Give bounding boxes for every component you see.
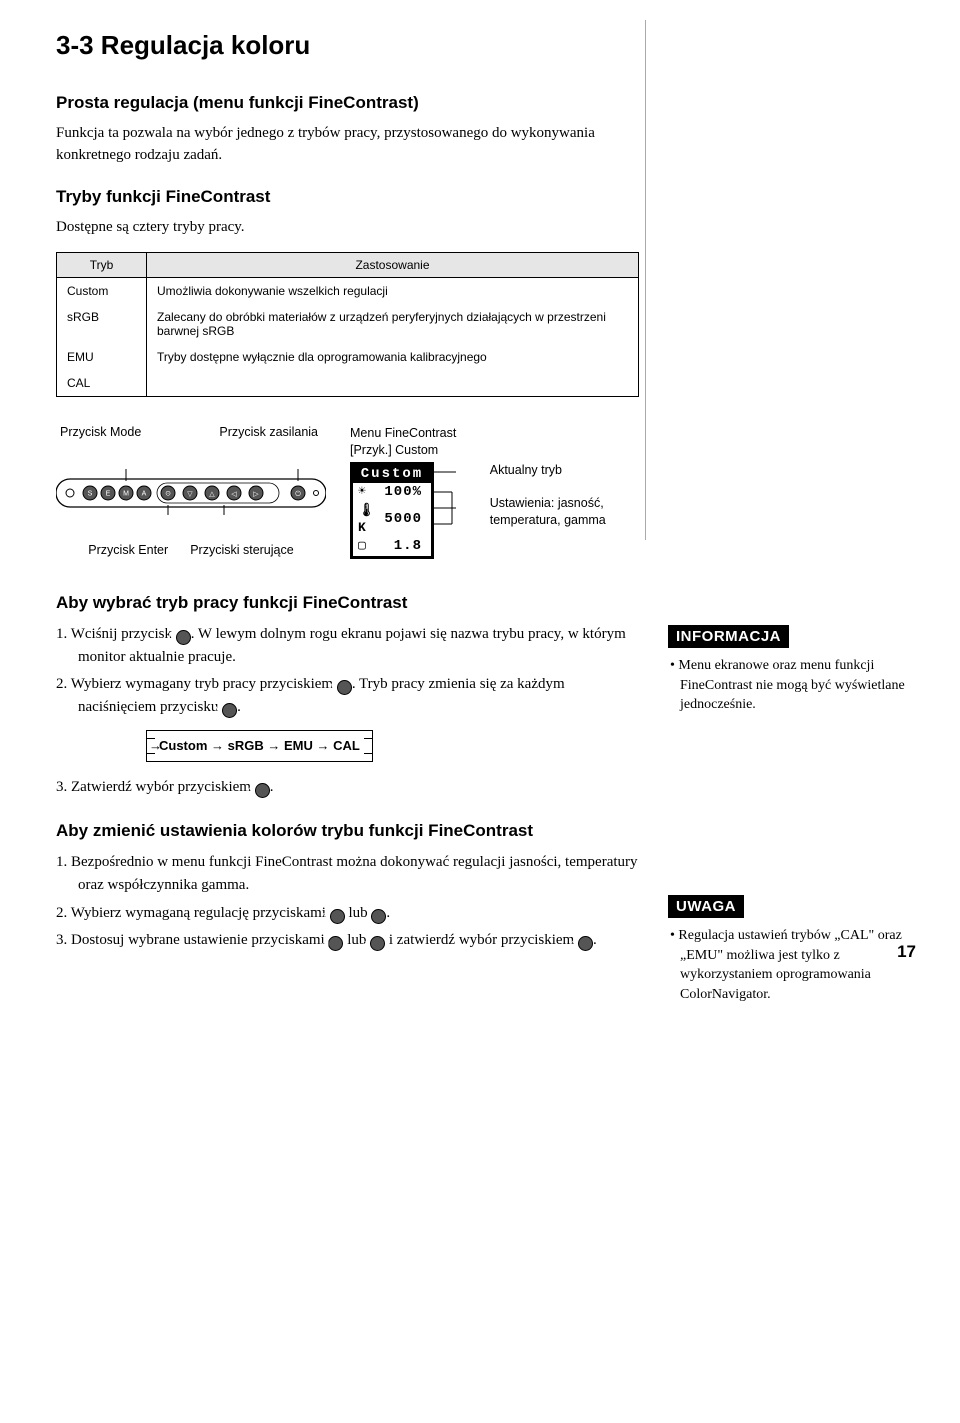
intro-para: Funkcja ta pozwala na wybór jednego z tr…: [56, 123, 639, 167]
temp-icon: 🌡K: [358, 502, 380, 537]
modes-table: Tryb Zastosowanie Custom Umożliwia dokon…: [56, 252, 639, 397]
mode-button-icon: M: [337, 680, 352, 695]
svg-text:▽: ▽: [187, 491, 193, 498]
subheading-2: Tryby funkcji FineContrast: [56, 187, 639, 207]
steps-change-colors: 1. Bezpośrednio w menu funkcji FineContr…: [56, 851, 639, 952]
leader-lines-icon: [434, 462, 456, 540]
menu-title-2: [Przyk.] Custom: [350, 443, 438, 457]
enter-button-icon: ⊙: [578, 936, 593, 951]
svg-text:E: E: [106, 491, 111, 498]
th-mode: Tryb: [57, 253, 147, 278]
osd-preview: Custom ☀ 100% 🌡K 5000 ▢ 1.8: [350, 462, 434, 559]
osd-row: 🌡K 5000: [353, 502, 431, 537]
label-ctrl-btns: Przyciski sterujące: [190, 543, 294, 557]
page-number: 17: [897, 942, 916, 962]
svg-text:▷: ▷: [253, 491, 259, 498]
intro2-para: Dostępne są cztery tryby pracy.: [56, 217, 639, 239]
legend-settings: Ustawienia: jasność, temperatura, gamma: [490, 495, 639, 529]
info-head: INFORMACJA: [668, 625, 789, 648]
page-heading: 3-3 Regulacja koloru: [56, 30, 639, 61]
control-diagram: Przycisk Mode Przycisk zasilania S E M A: [56, 425, 639, 558]
table-row: Custom Umożliwia dokonywanie wszelkich r…: [57, 278, 639, 305]
label-mode-btn: Przycisk Mode: [60, 425, 141, 439]
mode-button-icon: M: [176, 630, 191, 645]
osd-row: ▢ 1.8: [353, 537, 431, 556]
info-box: INFORMACJA Menu ekranowe oraz menu funkc…: [668, 625, 928, 715]
column-divider: [645, 20, 646, 540]
svg-text:A: A: [142, 491, 147, 498]
enter-button-icon: ⊙: [255, 783, 270, 798]
section-change-colors: Aby zmienić ustawienia kolorów trybu fun…: [56, 821, 639, 841]
svg-text:⏻: ⏻: [295, 490, 301, 498]
th-use: Zastosowanie: [147, 253, 639, 278]
button-panel-icon: S E M A ⊙ ▽ △ ◁ ▷ ⏻: [56, 469, 326, 515]
osd-mode-name: Custom: [353, 465, 431, 483]
note-box: UWAGA Regulacja ustawień trybów „CAL" or…: [668, 895, 928, 1004]
table-row: EMU Tryby dostępne wyłącznie dla oprogra…: [57, 344, 639, 370]
down-button-icon: ▽: [330, 909, 345, 924]
subheading-1: Prosta regulacja (menu funkcji FineContr…: [56, 93, 639, 113]
mode-button-icon: M: [222, 703, 237, 718]
right-button-icon: ▷: [370, 936, 385, 951]
steps-select-mode: 1. Wciśnij przycisk M. W lewym dolnym ro…: [56, 623, 639, 799]
mode-cycle-box: → Custom → sRGB → EMU → CAL: [146, 730, 373, 762]
note-body: Regulacja ustawień trybów „CAL" oraz „EM…: [668, 926, 928, 1004]
brightness-icon: ☀: [358, 483, 380, 501]
info-body: Menu ekranowe oraz menu funkcji FineCont…: [668, 656, 928, 715]
svg-text:M: M: [123, 491, 129, 498]
menu-title-1: Menu FineContrast: [350, 426, 456, 440]
section-select-mode: Aby wybrać tryb pracy funkcji FineContra…: [56, 593, 639, 613]
gamma-icon: ▢: [358, 537, 380, 555]
left-button-icon: ◁: [328, 936, 343, 951]
label-enter-btn: Przycisk Enter: [88, 543, 168, 557]
svg-text:S: S: [88, 491, 93, 498]
osd-row: ☀ 100%: [353, 483, 431, 502]
note-head: UWAGA: [668, 895, 744, 918]
table-row: sRGB Zalecany do obróbki materiałów z ur…: [57, 304, 639, 344]
up-button-icon: △: [371, 909, 386, 924]
svg-text:⊙: ⊙: [165, 491, 171, 498]
legend-current-mode: Aktualny tryb: [490, 462, 639, 479]
svg-text:◁: ◁: [231, 491, 237, 498]
svg-text:△: △: [209, 491, 215, 498]
label-power-btn: Przycisk zasilania: [219, 425, 318, 439]
